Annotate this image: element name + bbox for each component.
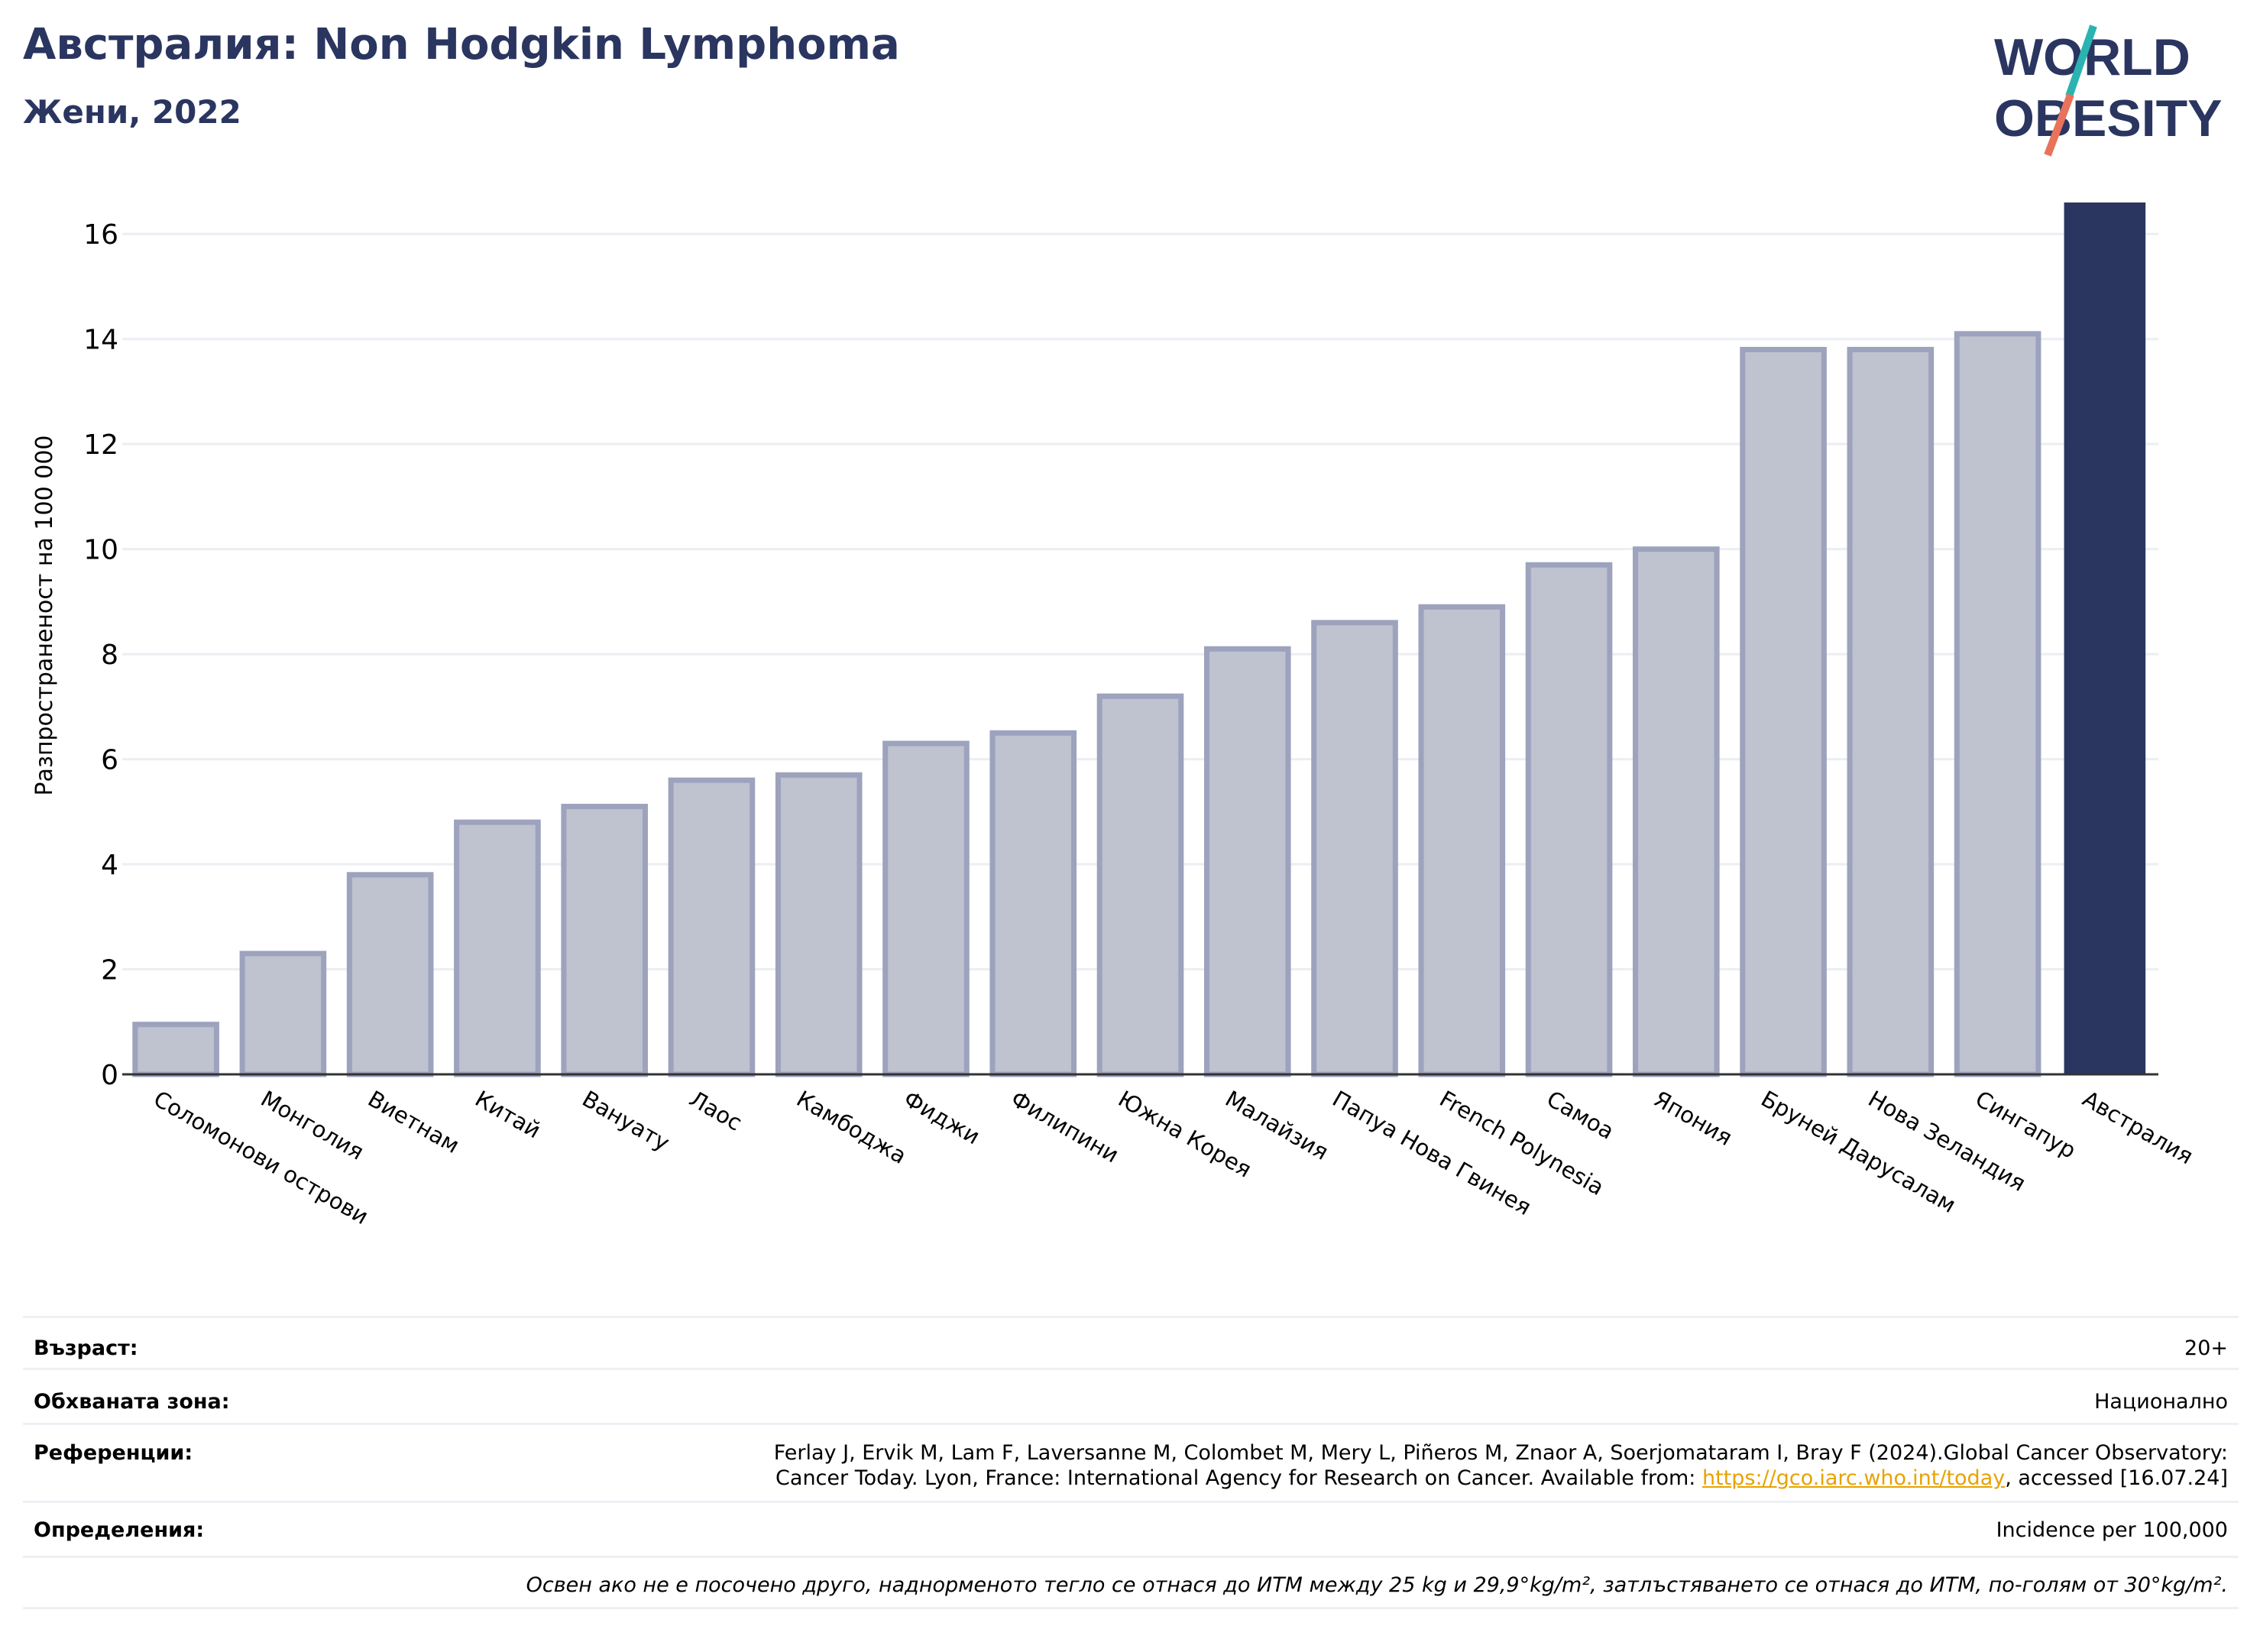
area-label: Обхваната зона: — [34, 1390, 230, 1414]
y-axis-label: Разпространеност на 100 000 — [31, 436, 58, 796]
age-value: 20+ — [2184, 1336, 2228, 1360]
logo-slash-bottom — [2044, 93, 2074, 157]
y-tick-label: 16 — [83, 219, 118, 251]
bar — [1203, 646, 1291, 1077]
bars — [132, 202, 2146, 1077]
references-label: Референции: — [34, 1441, 193, 1465]
bar-chart: 0 2 4 6 8 10 12 14 16 Соломонови островиМонголия… — [31, 202, 2197, 1230]
info-row-definitions: Определения: Incidence per 100,000 — [23, 1501, 2239, 1556]
chart-subtitle: Жени, 2022 — [23, 93, 241, 131]
footnote: Освен ако не е посочено друго, наднормен… — [526, 1573, 2228, 1597]
x-tick-label: Виетнам — [364, 1086, 464, 1158]
bar — [1740, 346, 1827, 1077]
references-value: Ferlay J, Ervik M, Lam F, Laversanne M, … — [774, 1440, 2228, 1491]
x-tick-label: Фиджи — [899, 1086, 984, 1150]
world-obesity-logo: WORLD OBESITY — [1994, 24, 2223, 157]
x-tick-label: Вануату — [578, 1086, 674, 1156]
info-row-age: Възраст: 20+ — [23, 1316, 2239, 1368]
bar — [668, 777, 756, 1077]
x-tick-label: Бруней Дарусалам — [1757, 1086, 1961, 1219]
bar — [346, 872, 434, 1077]
y-tick-label: 4 — [101, 850, 118, 881]
bar — [1847, 346, 1935, 1077]
logo-slash-top — [2065, 24, 2097, 98]
info-row-references: Референции: Ferlay J, Ervik M, Lam F, La… — [23, 1423, 2239, 1501]
x-tick-label: Камбоджа — [792, 1086, 911, 1169]
bar — [989, 730, 1077, 1077]
area-value: Национално — [2094, 1390, 2228, 1414]
reference-line-2: Cancer Today. Lyon, France: Internationa… — [775, 1466, 1702, 1490]
reference-line-1: Ferlay J, Ervik M, Lam F, Laversanne M, … — [773, 1441, 2228, 1465]
x-tick-label: Лаос — [685, 1086, 746, 1136]
y-tick-label: 12 — [83, 429, 118, 461]
x-tick-label: Филипини — [1006, 1086, 1123, 1168]
reference-accessed: , accessed [16.07.24] — [2005, 1466, 2228, 1490]
bar — [1954, 331, 2041, 1077]
x-tick-label: Австралия — [2078, 1086, 2197, 1170]
y-tick-label: 10 — [83, 535, 118, 566]
x-tick-label: Япония — [1650, 1086, 1737, 1151]
bar — [1525, 562, 1613, 1077]
bar — [132, 1022, 219, 1077]
bar — [239, 951, 327, 1077]
definitions-label: Определения: — [34, 1518, 205, 1542]
bar — [1633, 546, 1720, 1077]
y-tick-label: 0 — [101, 1060, 118, 1091]
logo-text-obesity: OBESITY — [1994, 89, 2223, 147]
y-tick-label: 8 — [101, 640, 118, 671]
bar — [1418, 604, 1506, 1077]
bar — [882, 740, 970, 1077]
y-tick-label: 14 — [83, 325, 118, 356]
info-row-note: Освен ако не е посочено друго, наднормен… — [23, 1556, 2239, 1609]
y-tick-labels: 0 2 4 6 8 10 12 14 16 — [83, 219, 118, 1091]
bar — [561, 803, 648, 1077]
bar — [1311, 620, 1398, 1077]
age-label: Възраст: — [34, 1336, 138, 1360]
info-table: Възраст: 20+ Обхваната зона: Национално … — [23, 1316, 2239, 1609]
definitions-value: Incidence per 100,000 — [1996, 1518, 2228, 1542]
bar — [454, 819, 541, 1077]
bar — [1096, 693, 1184, 1077]
info-row-area: Обхваната зона: Национално — [23, 1368, 2239, 1423]
x-tick-label: Китай — [471, 1086, 545, 1144]
y-tick-label: 2 — [101, 955, 118, 986]
bar — [2064, 202, 2146, 1074]
bar — [775, 772, 863, 1077]
x-tick-label: Самоа — [1543, 1086, 1619, 1145]
x-tick-label: Папуа Нова Гвинея — [1328, 1086, 1536, 1221]
chart-title: Австралия: Non Hodgkin Lymphoma — [23, 20, 900, 70]
y-tick-label: 6 — [101, 745, 118, 776]
reference-link[interactable]: https://gco.iarc.who.int/today — [1701, 1466, 2006, 1490]
